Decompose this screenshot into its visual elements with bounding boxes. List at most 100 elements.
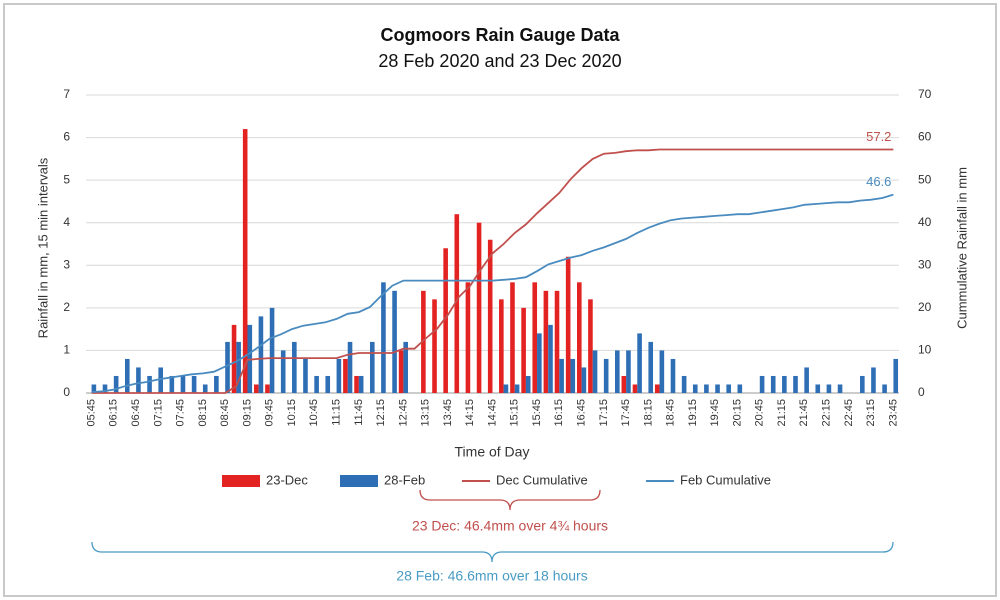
line bbox=[91, 193, 894, 393]
x-tick-label: 15:45 bbox=[531, 399, 543, 427]
bar bbox=[510, 282, 515, 393]
bar bbox=[782, 375, 787, 393]
bar bbox=[532, 282, 538, 393]
x-tick-label: 21:45 bbox=[798, 399, 810, 427]
x-tick-label: 17:15 bbox=[598, 399, 610, 427]
x-tick-label: 21:15 bbox=[776, 399, 788, 427]
feb-brace bbox=[91, 541, 894, 563]
bar bbox=[169, 375, 175, 393]
bar bbox=[113, 375, 119, 393]
x-tick-label: 12:45 bbox=[397, 399, 409, 427]
bar bbox=[381, 282, 386, 393]
bar bbox=[521, 307, 526, 393]
bar bbox=[354, 375, 359, 393]
bar bbox=[336, 358, 342, 393]
y2-tick-label: 30 bbox=[918, 257, 932, 271]
x-tick-label: 10:45 bbox=[308, 399, 320, 427]
bar bbox=[499, 299, 504, 393]
legend-swatch bbox=[340, 475, 378, 487]
bar bbox=[570, 358, 576, 393]
y2-tick-label: 0 bbox=[918, 385, 925, 399]
bar bbox=[465, 282, 471, 393]
bar bbox=[403, 341, 409, 393]
bar bbox=[704, 384, 709, 393]
x-tick-label: 20:45 bbox=[754, 399, 766, 427]
bar bbox=[543, 290, 549, 393]
bar bbox=[454, 214, 460, 393]
bar bbox=[815, 384, 821, 393]
legend-label: 28-Feb bbox=[384, 472, 425, 487]
bar bbox=[432, 299, 437, 393]
legend-label: 23-Dec bbox=[266, 472, 308, 487]
bar bbox=[637, 333, 642, 393]
bar bbox=[280, 350, 286, 393]
x-tick-label: 23:15 bbox=[865, 399, 877, 427]
bar bbox=[147, 375, 152, 393]
chart-title: Cogmoors Rain Gauge Data bbox=[380, 25, 620, 45]
line bbox=[91, 148, 894, 394]
x-tick-label: 14:15 bbox=[464, 399, 476, 427]
bar bbox=[588, 299, 593, 393]
bar bbox=[158, 367, 163, 393]
x-tick-label: 16:45 bbox=[576, 399, 588, 427]
bar bbox=[860, 375, 865, 393]
bar bbox=[804, 367, 809, 393]
y-tick-label: 0 bbox=[63, 385, 70, 399]
y2-tick-label: 50 bbox=[918, 172, 932, 186]
bar bbox=[124, 358, 130, 393]
bar bbox=[592, 350, 598, 393]
bar bbox=[581, 367, 587, 393]
x-tick-label: 22:15 bbox=[821, 399, 833, 427]
end-label: 46.6 bbox=[866, 174, 891, 189]
x-tick-label: 13:15 bbox=[420, 399, 432, 427]
bar bbox=[715, 384, 720, 393]
x-tick-label: 11:15 bbox=[330, 399, 342, 426]
bar bbox=[225, 341, 230, 393]
bar bbox=[793, 375, 798, 393]
bar bbox=[191, 375, 197, 393]
bar bbox=[514, 384, 520, 393]
end-label: 57.2 bbox=[866, 129, 891, 144]
x-tick-label: 22:45 bbox=[843, 399, 855, 427]
x-tick-label: 16:15 bbox=[553, 399, 565, 427]
bar bbox=[258, 316, 264, 393]
bar bbox=[525, 375, 531, 393]
y2-tick-label: 10 bbox=[918, 343, 932, 357]
x-tick-label: 20:15 bbox=[731, 399, 743, 427]
bar bbox=[737, 384, 743, 393]
bar bbox=[269, 307, 275, 393]
y2-tick-label: 60 bbox=[918, 130, 932, 144]
bar bbox=[632, 384, 638, 393]
bar bbox=[659, 350, 665, 393]
bar bbox=[648, 341, 654, 393]
x-tick-label: 06:15 bbox=[108, 399, 120, 427]
bar bbox=[347, 341, 353, 393]
x-tick-label: 19:15 bbox=[687, 399, 699, 427]
bar bbox=[91, 384, 97, 393]
bar bbox=[476, 222, 482, 393]
y-tick-label: 6 bbox=[63, 130, 70, 144]
bar bbox=[398, 350, 404, 393]
bar bbox=[654, 384, 660, 393]
bar bbox=[670, 358, 676, 393]
y2-tick-label: 20 bbox=[918, 300, 932, 314]
x-tick-label: 18:15 bbox=[642, 399, 654, 427]
bar bbox=[615, 350, 620, 393]
bar bbox=[265, 384, 270, 393]
x-tick-label: 09:45 bbox=[264, 399, 276, 427]
bar bbox=[214, 375, 219, 393]
bar bbox=[837, 384, 843, 393]
bar bbox=[392, 290, 397, 393]
x-tick-label: 12:15 bbox=[375, 399, 387, 427]
bar bbox=[202, 384, 208, 393]
x-tick-label: 18:45 bbox=[665, 399, 677, 427]
y2-axis-label: Cummulative Rainfall in mm bbox=[954, 167, 969, 329]
bar bbox=[136, 367, 141, 393]
x-tick-label: 08:45 bbox=[219, 399, 231, 427]
x-tick-label: 07:15 bbox=[152, 399, 164, 427]
bar bbox=[343, 358, 348, 393]
x-tick-label: 08:15 bbox=[197, 399, 209, 427]
bar bbox=[231, 324, 237, 393]
bar bbox=[576, 282, 582, 393]
